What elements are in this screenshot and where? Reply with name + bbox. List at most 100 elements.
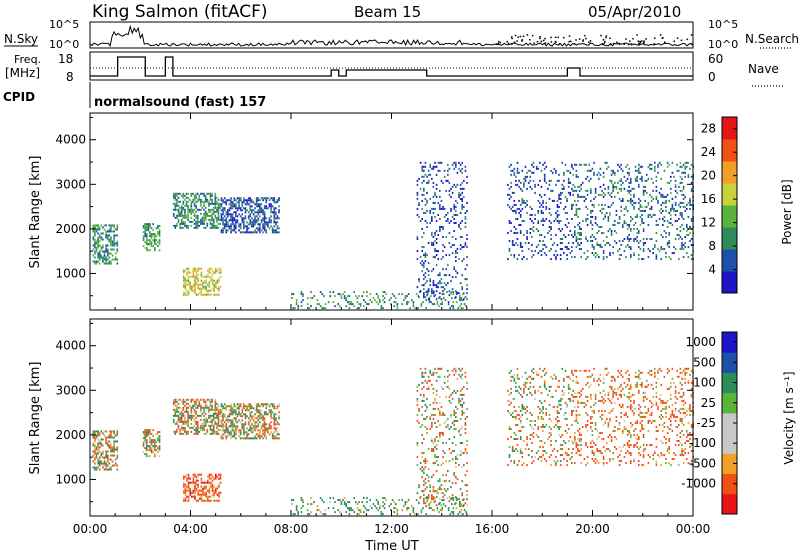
velocity-echo-cell xyxy=(458,401,460,404)
velocity-echo-cell xyxy=(458,373,460,376)
power-echo-cell xyxy=(431,303,434,306)
velocity-echo-cell xyxy=(332,507,335,510)
power-echo-cell xyxy=(441,293,443,296)
velocity-echo-cell xyxy=(203,410,205,413)
velocity-echo-cell xyxy=(153,445,156,448)
power-echo-cell xyxy=(241,209,244,212)
velocity-echo-cell xyxy=(419,393,422,396)
power-echo-cell xyxy=(241,201,244,204)
power-echo-cell xyxy=(210,277,212,280)
power-echo-cell xyxy=(453,167,456,170)
power-echo-cell xyxy=(453,221,456,224)
velocity-echo-cell xyxy=(442,450,444,453)
power-echo-cell xyxy=(454,297,456,300)
velocity-echo-cell xyxy=(241,425,244,428)
power-echo-cell xyxy=(676,227,678,230)
velocity-echo-cell xyxy=(443,499,445,502)
power-echo-cell xyxy=(176,216,178,219)
nsearch-dot xyxy=(539,37,541,40)
velocity-echo-cell xyxy=(321,499,323,502)
power-echo-cell xyxy=(426,175,428,178)
power-echo-cell xyxy=(527,248,530,251)
power-echo-cell xyxy=(451,244,454,247)
velocity-echo-cell xyxy=(195,410,197,413)
velocity-echo-cell xyxy=(421,490,424,493)
power-echo-cell xyxy=(455,301,458,304)
velocity-echo-cell xyxy=(513,409,516,412)
velocity-echo-cell xyxy=(190,430,193,433)
power-echo-cell xyxy=(606,161,608,164)
power-echo-cell xyxy=(223,197,226,200)
power-echo-cell xyxy=(529,175,532,178)
power-echo-cell xyxy=(594,215,597,218)
velocity-echo-cell xyxy=(211,430,213,433)
velocity-echo-cell xyxy=(182,485,185,488)
power-echo-cell xyxy=(662,236,664,239)
velocity-echo-cell xyxy=(265,407,268,410)
power-echo-cell xyxy=(430,301,432,304)
velocity-echo-cell xyxy=(563,413,565,416)
velocity-echo-cell xyxy=(300,499,303,502)
velocity-echo-cell xyxy=(114,464,117,467)
velocity-echo-cell xyxy=(426,474,428,477)
velocity-echo-cell xyxy=(257,405,260,408)
velocity-echo-cell xyxy=(249,427,252,430)
velocity-echo-cell xyxy=(214,398,217,401)
power-echo-cell xyxy=(642,209,645,212)
power-echo-cell xyxy=(193,198,196,201)
power-echo-cell xyxy=(393,305,395,308)
velocity-echo-cell xyxy=(182,426,185,429)
velocity-echo-cell xyxy=(535,452,538,455)
velocity-echo-cell xyxy=(271,403,274,406)
velocity-echo-cell xyxy=(445,395,448,398)
power-echo-cell xyxy=(423,262,425,265)
power-echo-cell xyxy=(416,213,419,216)
power-echo-cell xyxy=(185,204,188,207)
velocity-echo-cell xyxy=(448,387,451,390)
velocity-echo-cell xyxy=(434,462,436,465)
velocity-echo-cell xyxy=(451,482,454,485)
power-echo-cell xyxy=(550,258,552,261)
power-echo-cell xyxy=(278,209,280,212)
power-echo-cell xyxy=(524,165,527,168)
power-echo-cell xyxy=(252,221,255,224)
power-echo-cell xyxy=(524,201,527,204)
velocity-echo-cell xyxy=(227,417,229,420)
power-echo-cell xyxy=(369,293,371,296)
power-echo-cell xyxy=(254,207,256,210)
power-echo-cell xyxy=(100,224,103,227)
velocity-echo-cell xyxy=(197,493,199,496)
velocity-echo-cell xyxy=(97,450,99,453)
power-echo-cell xyxy=(193,226,196,229)
velocity-echo-cell xyxy=(189,489,191,492)
velocity-echo-cell xyxy=(214,400,217,403)
velocity-echo-cell xyxy=(213,489,215,492)
velocity-echo-cell xyxy=(255,411,258,414)
power-echo-cell xyxy=(684,242,686,245)
power-echo-cell xyxy=(197,273,199,276)
power-echo-cell xyxy=(180,208,183,211)
power-echo-cell xyxy=(230,217,232,220)
power-echo-cell xyxy=(440,179,443,182)
power-echo-cell xyxy=(219,285,222,288)
velocity-echo-cell xyxy=(267,403,269,406)
velocity-echo-cell xyxy=(211,398,213,401)
power-echo-cell xyxy=(590,211,592,214)
power-echo-cell xyxy=(116,262,119,265)
velocity-echo-cell xyxy=(446,497,448,500)
velocity-echo-cell xyxy=(466,470,468,473)
velocity-echo-cell xyxy=(247,421,250,424)
power-echo-cell xyxy=(379,301,381,304)
power-echo-cell xyxy=(231,223,234,226)
velocity-echo-cell xyxy=(437,367,440,370)
power-echo-cell xyxy=(432,280,435,283)
power-echo-cell xyxy=(561,183,564,186)
velocity-echo-cell xyxy=(424,367,427,370)
power-echo-cell xyxy=(113,258,115,261)
velocity-echo-cell xyxy=(188,404,191,407)
power-echo-cell xyxy=(591,252,594,255)
power-echo-cell xyxy=(239,209,242,212)
power-echo-cell xyxy=(636,179,638,182)
nsearch-dot xyxy=(517,36,519,39)
nsearch-dot xyxy=(516,40,518,42)
